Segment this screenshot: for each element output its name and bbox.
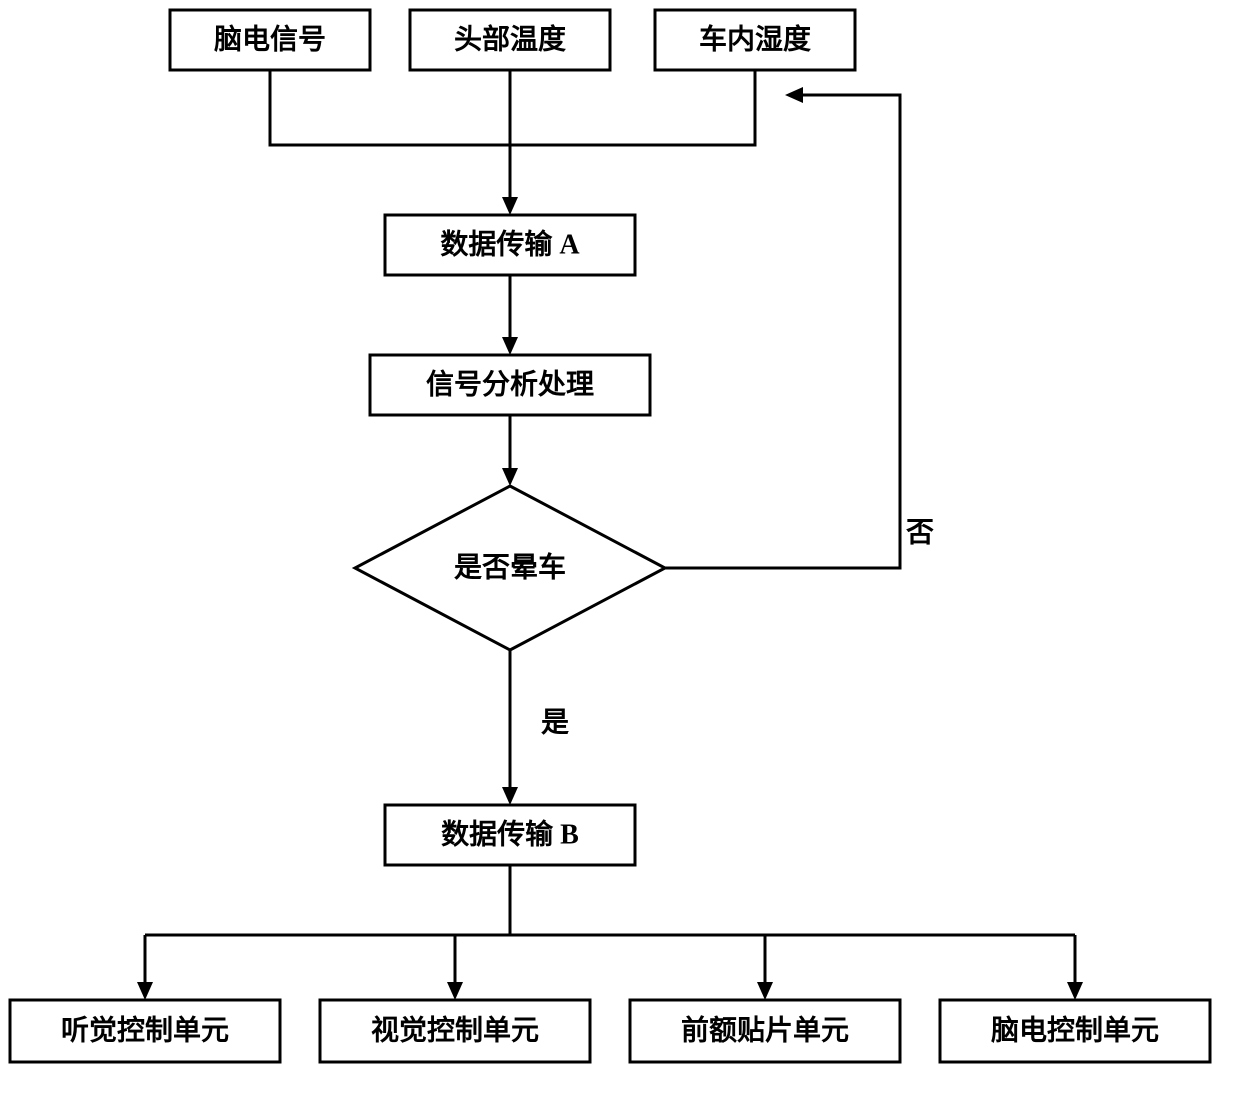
node-input3: 车内湿度 bbox=[655, 10, 855, 70]
edge-label-5: 否 bbox=[906, 517, 934, 548]
node-input2: 头部温度 bbox=[410, 10, 610, 70]
edge-0 bbox=[270, 70, 510, 205]
node-label-decision: 是否晕车 bbox=[454, 550, 566, 583]
arrowhead bbox=[502, 337, 518, 355]
arrowhead bbox=[447, 982, 463, 1000]
node-transA: 数据传输 A bbox=[385, 215, 635, 275]
node-label-out3: 前额贴片单元 bbox=[681, 1013, 849, 1046]
node-out2: 视觉控制单元 bbox=[320, 1000, 590, 1062]
edge-label-6: 是 bbox=[541, 707, 569, 738]
node-label-input3: 车内湿度 bbox=[699, 22, 811, 55]
arrowhead bbox=[502, 787, 518, 805]
node-label-transB: 数据传输 B bbox=[441, 817, 579, 850]
node-decision: 是否晕车 bbox=[355, 486, 665, 650]
node-input1: 脑电信号 bbox=[170, 10, 370, 70]
edge-5 bbox=[665, 95, 900, 568]
node-label-transA: 数据传输 A bbox=[440, 227, 580, 260]
node-label-out4: 脑电控制单元 bbox=[991, 1014, 1159, 1046]
node-process: 信号分析处理 bbox=[370, 355, 650, 415]
node-out1: 听觉控制单元 bbox=[10, 1000, 280, 1062]
node-label-process: 信号分析处理 bbox=[426, 368, 594, 400]
edge-2 bbox=[510, 70, 755, 145]
node-label-out2: 视觉控制单元 bbox=[371, 1014, 539, 1046]
arrowhead bbox=[785, 87, 803, 103]
node-out4: 脑电控制单元 bbox=[940, 1000, 1210, 1062]
node-transB: 数据传输 B bbox=[385, 805, 635, 865]
arrowhead bbox=[502, 197, 518, 215]
arrowhead bbox=[137, 982, 153, 1000]
node-label-input1: 脑电信号 bbox=[214, 23, 326, 55]
node-out3: 前额贴片单元 bbox=[630, 1000, 900, 1062]
arrowhead bbox=[502, 468, 518, 486]
node-label-input2: 头部温度 bbox=[454, 23, 566, 55]
arrowhead bbox=[757, 982, 773, 1000]
node-label-out1: 听觉控制单元 bbox=[61, 1014, 229, 1046]
arrowhead bbox=[1067, 982, 1083, 1000]
